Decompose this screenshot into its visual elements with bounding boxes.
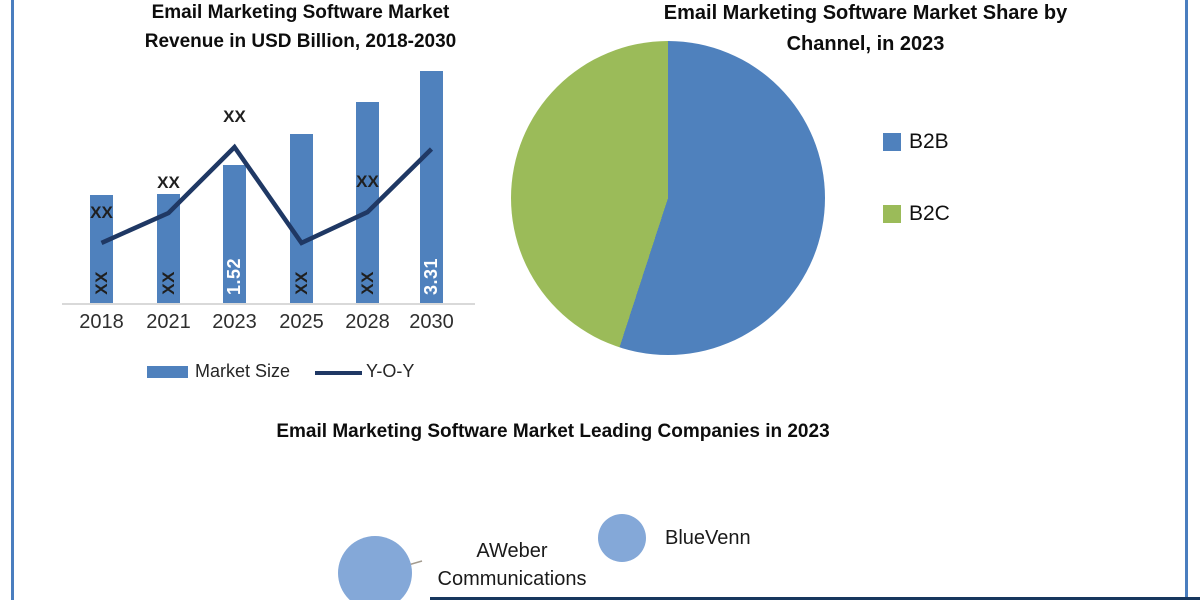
yoy-point-label-2023: XX: [223, 107, 246, 127]
x-axis-label-2018: 2018: [79, 311, 124, 333]
bar-2018: XX: [90, 195, 113, 303]
right-border-line: [1185, 0, 1188, 600]
bar-2028: XX: [356, 102, 379, 303]
b2b-legend-label: B2B: [909, 130, 949, 153]
bluevenn-label: BlueVenn: [665, 527, 751, 549]
companies-chart-title: Email Marketing Software Market Leading …: [276, 421, 830, 442]
revenue-chart-title: Email Marketing Software Market Revenue …: [144, 2, 457, 52]
bottom-border-line: [430, 597, 1200, 600]
x-axis-label-2028: 2028: [345, 311, 390, 333]
yoy-point-label-2028: XX: [356, 172, 379, 192]
yoy-legend-label: Y-O-Y: [366, 361, 415, 381]
bar-2030: 3.31: [420, 71, 443, 303]
channel-share-pie: [511, 41, 825, 355]
x-axis-label-2023: 2023: [212, 311, 257, 333]
b2c-legend-label: B2C: [909, 202, 950, 225]
x-axis-label-2025: 2025: [279, 311, 324, 333]
yoy-line-chart: [100, 143, 434, 246]
x-axis-label-2030: 2030: [409, 311, 454, 333]
market-size-legend-label: Market Size: [195, 361, 291, 381]
legend-item-b2c: B2C: [883, 202, 950, 226]
yoy-point-label-2018: XX: [90, 202, 113, 222]
market-size-legend-swatch: [147, 366, 188, 378]
x-axis-line: [62, 303, 475, 305]
bar-2021: XX: [157, 194, 180, 303]
aweber-label: AWeber Communications: [437, 540, 587, 590]
b2b-swatch-icon: [883, 133, 901, 151]
b2c-swatch-icon: [883, 205, 901, 223]
left-border-line: [11, 0, 14, 600]
yoy-point-label-2021: XX: [157, 173, 180, 192]
share-chart-title: Email Marketing Software Market Share by…: [663, 2, 1068, 55]
yoy-legend-line-swatch: [315, 371, 362, 375]
legend-item-b2b: B2B: [883, 130, 949, 154]
company-bubble-aweber: [338, 536, 412, 600]
x-axis-label-2021: 2021: [146, 311, 191, 333]
company-bubble-bluevenn: [598, 514, 646, 562]
bar-2023: 1.52: [223, 165, 246, 303]
bar-2025: XX: [290, 134, 313, 303]
